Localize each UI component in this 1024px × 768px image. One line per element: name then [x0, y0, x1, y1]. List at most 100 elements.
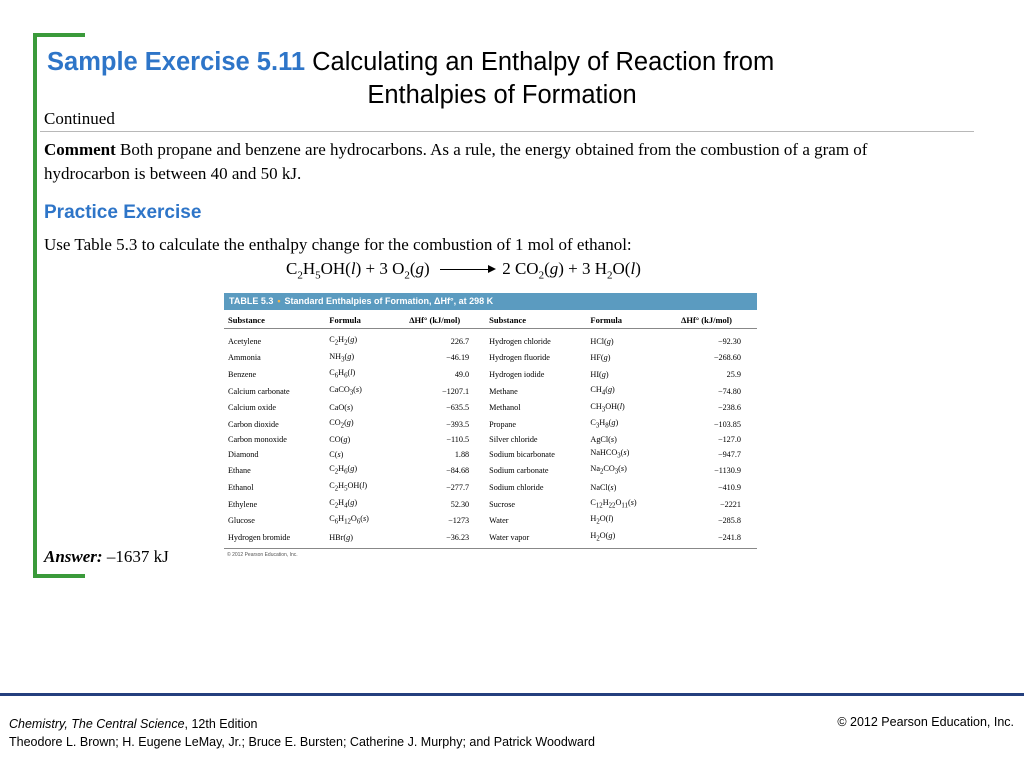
substance-cell: Diamond	[228, 449, 259, 459]
table-row: Ethanol C2H5OH(l) −277.7 Sodium chloride NaC…	[224, 479, 757, 496]
enthalpy-value-cell: −238.6	[717, 403, 741, 413]
answer-label: Answer:	[44, 547, 103, 566]
table-row: Glucose C6H12O6(s) −1273 Water H2O(l) −285.8	[224, 512, 757, 529]
col-header: ΔHf° (kJ/mol)	[405, 310, 486, 329]
formula-cell: AgCl(s)	[590, 434, 617, 444]
table-row: Diamond C(s) 1.88 Sodium bicarbonate NaHCO3(…	[224, 446, 757, 463]
enthalpy-value-cell: −46.19	[446, 353, 470, 363]
book-authors: Theodore L. Brown; H. Eugene LeMay, Jr.;…	[9, 735, 595, 749]
enthalpy-value-cell: −103.85	[713, 420, 741, 430]
formula-cell: C12H22O11(s)	[590, 497, 637, 510]
enthalpy-value-cell: 226.7	[450, 336, 470, 346]
table-row: Ethylene C2H4(g) 52.30 Sucrose C12H22O11(s) −…	[224, 496, 757, 513]
combustion-equation: C2H5OH(l) + 3 O2(g) 2 CO2(g) + 3 H2O(l)	[286, 259, 641, 282]
enthalpy-value-cell: −1207.1	[442, 386, 470, 396]
substance-cell: Sodium bicarbonate	[489, 449, 555, 459]
formula-cell: NaCl(s)	[590, 482, 617, 492]
formula-cell: NaHCO3(s)	[590, 447, 630, 460]
enthalpy-value-cell: −285.8	[717, 516, 741, 526]
enthalpy-value-cell: −410.9	[717, 482, 741, 492]
substance-cell: Sodium chloride	[489, 482, 544, 492]
formula-cell: Na2CO3(s)	[590, 464, 627, 477]
col-header: ΔHf° (kJ/mol)	[677, 310, 757, 329]
slide-bracket-top	[33, 33, 85, 37]
divider-rule	[40, 131, 974, 132]
table-body: Acetylene C2H2(g) 226.7 Hydrogen chloride HC…	[224, 329, 757, 546]
substance-cell: Acetylene	[228, 336, 262, 346]
reaction-arrow-icon	[439, 264, 496, 273]
title-text-line1: Calculating an Enthalpy of Reaction from	[312, 48, 775, 76]
table-caption-label: TABLE 5.3	[229, 296, 274, 306]
substance-cell: Propane	[489, 420, 516, 430]
table-row: Ammonia NH3(g) −46.19 Hydrogen fluoride HF(g…	[224, 350, 757, 367]
substance-cell: Carbon monoxide	[228, 434, 287, 444]
formula-cell: H2O(l)	[590, 514, 614, 527]
table-caption-text: Standard Enthalpies of Formation, ΔHf°, …	[284, 296, 494, 306]
table-row: Benzene C6H6(l) 49.0 Hydrogen iodide HI(g) 25…	[224, 366, 757, 383]
formula-cell: C3H8(g)	[590, 418, 619, 430]
formula-cell: CH3OH(l)	[590, 401, 625, 414]
enthalpy-value-cell: −268.60	[713, 353, 741, 363]
substance-cell: Hydrogen iodide	[489, 370, 545, 380]
formula-cell: C6H6(l)	[329, 368, 356, 380]
col-header: Formula	[325, 310, 406, 329]
formula-cell: HBr(g)	[329, 532, 353, 542]
title-text-line2: Enthalpies of Formation	[367, 81, 637, 109]
col-header: Formula	[586, 310, 678, 329]
formula-cell: CaCO3(s)	[329, 384, 362, 397]
formula-cell: C2H5OH(l)	[329, 481, 368, 493]
substance-cell: Methane	[489, 386, 518, 396]
col-header: Substance	[224, 310, 326, 329]
practice-question: Use Table 5.3 to calculate the enthalpy …	[44, 235, 632, 254]
practice-heading: Practice Exercise	[44, 202, 202, 223]
footer-citation: Chemistry, The Central Science, 12th Edi…	[9, 715, 595, 751]
enthalpy-value-cell: −2221	[720, 499, 741, 509]
substance-cell: Ethane	[228, 466, 251, 476]
substance-cell: Ammonia	[228, 353, 261, 363]
enthalpy-value-cell: 52.30	[450, 499, 470, 509]
slide-bracket-bottom	[33, 574, 85, 578]
table-row: Acetylene C2H2(g) 226.7 Hydrogen chloride HC…	[224, 329, 757, 350]
formula-cell: HI(g)	[590, 370, 609, 380]
substance-cell: Sodium carbonate	[489, 466, 549, 476]
bullet-icon: •	[277, 296, 281, 306]
substance-cell: Glucose	[228, 516, 255, 526]
formula-cell: C(s)	[329, 449, 344, 459]
enthalpy-value-cell: 1.88	[454, 449, 470, 459]
formula-cell: CH4(g)	[590, 384, 615, 397]
substance-cell: Water	[489, 516, 509, 526]
enthalpy-table: TABLE 5.3 • Standard Enthalpies of Formati…	[224, 293, 757, 558]
answer-value: –1637 kJ	[106, 547, 169, 566]
enthalpy-value-cell: −1273	[448, 516, 470, 526]
comment-label: Comment	[44, 140, 116, 159]
book-edition: , 12th Edition	[184, 717, 258, 731]
formula-cell: CO(g)	[329, 434, 351, 444]
formula-cell: C2H6(g)	[329, 464, 358, 477]
table-row: Calcium oxide CaO(s) −635.5 Methanol CH3OH(l…	[224, 400, 757, 417]
comment-text: Both propane and benzene are hydrocarbon…	[44, 140, 868, 183]
substance-cell: Hydrogen fluoride	[489, 353, 550, 363]
enthalpy-value-cell: −36.23	[446, 532, 470, 542]
enthalpy-value-cell: −92.30	[717, 336, 741, 346]
enthalpy-value-cell: −74.80	[717, 386, 741, 396]
formula-cell: C2H2(g)	[329, 335, 358, 347]
enthalpy-value-cell: −277.7	[446, 482, 470, 492]
table-row: Carbon monoxide CO(g) −110.5 Silver chlorid…	[224, 433, 757, 446]
table-copyright: © 2012 Pearson Education, Inc.	[227, 551, 298, 558]
enthalpy-value-cell: −1130.9	[714, 466, 741, 476]
slide-title: Sample Exercise 5.11 Calculating an Enth…	[47, 46, 907, 112]
exercise-label: Sample Exercise 5.11	[47, 48, 306, 76]
continued-label: Continued	[44, 109, 115, 128]
table-row: Carbon dioxide CO2(g) −393.5 Propane C3H8(g)…	[224, 416, 757, 433]
slide-bracket-left	[33, 33, 37, 578]
comment-paragraph: Comment Both propane and benzene are hyd…	[44, 138, 924, 186]
enthalpy-value-cell: −127.0	[717, 434, 741, 444]
formula-cell: CaO(s)	[329, 403, 353, 413]
table-header-row: Substance Formula ΔHf° (kJ/mol) Substanc…	[224, 310, 757, 329]
table-bottom-rule	[224, 547, 757, 549]
substance-cell: Silver chloride	[489, 434, 538, 444]
answer-line: Answer: –1637 kJ	[44, 547, 169, 567]
enthalpy-value-cell: 25.9	[726, 370, 741, 380]
substance-cell: Ethanol	[228, 482, 254, 492]
table-caption: TABLE 5.3 • Standard Enthalpies of Formati…	[224, 293, 757, 310]
